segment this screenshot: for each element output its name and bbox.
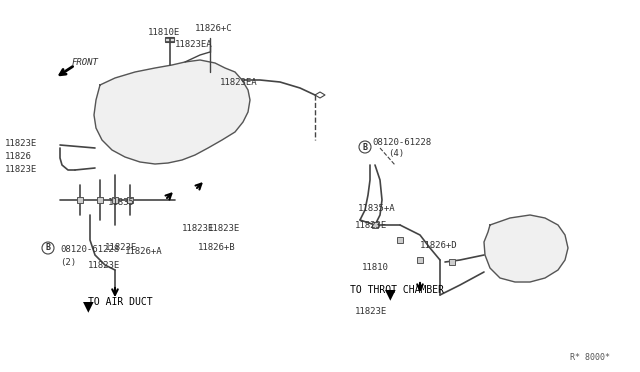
Text: FRONT: FRONT bbox=[72, 58, 99, 67]
Text: 11823E: 11823E bbox=[355, 221, 387, 230]
Text: 11823E: 11823E bbox=[182, 224, 214, 232]
Text: (2): (2) bbox=[60, 257, 76, 266]
Bar bbox=[77, 197, 83, 203]
Bar bbox=[417, 257, 423, 263]
Text: (4): (4) bbox=[388, 148, 404, 157]
Text: ▼: ▼ bbox=[385, 287, 396, 301]
FancyBboxPatch shape bbox=[166, 38, 175, 42]
Text: B: B bbox=[45, 244, 51, 253]
Text: 11810E: 11810E bbox=[148, 28, 180, 36]
Bar bbox=[112, 197, 118, 203]
Text: 11835: 11835 bbox=[108, 198, 135, 206]
Bar bbox=[397, 237, 403, 243]
Bar bbox=[127, 197, 133, 203]
Polygon shape bbox=[94, 60, 250, 164]
Text: 11835+A: 11835+A bbox=[358, 203, 396, 212]
Bar bbox=[449, 259, 455, 265]
Polygon shape bbox=[484, 215, 568, 282]
Text: TO AIR DUCT: TO AIR DUCT bbox=[88, 297, 152, 307]
Text: 11823E: 11823E bbox=[5, 138, 37, 148]
Text: 11823E: 11823E bbox=[88, 260, 120, 269]
Text: 11823E: 11823E bbox=[5, 164, 37, 173]
Text: 11823EA: 11823EA bbox=[175, 39, 212, 48]
Text: 11826+C: 11826+C bbox=[195, 23, 232, 32]
Text: 11826: 11826 bbox=[5, 151, 32, 160]
Text: 11823EA: 11823EA bbox=[220, 77, 258, 87]
Text: ▼: ▼ bbox=[83, 299, 93, 313]
Bar bbox=[372, 222, 378, 228]
Text: 08120-61228: 08120-61228 bbox=[372, 138, 431, 147]
Text: 11823E: 11823E bbox=[105, 244, 137, 253]
Text: 11826+B: 11826+B bbox=[198, 244, 236, 253]
Text: R* 8000*: R* 8000* bbox=[570, 353, 610, 362]
Text: 11823E: 11823E bbox=[355, 308, 387, 317]
Text: 11810: 11810 bbox=[362, 263, 389, 273]
Text: 08120-61228: 08120-61228 bbox=[60, 246, 119, 254]
Text: 11823E: 11823E bbox=[208, 224, 240, 232]
Text: 11826+D: 11826+D bbox=[420, 241, 458, 250]
Text: TO THROT CHAMBER: TO THROT CHAMBER bbox=[350, 285, 444, 295]
Text: 11826+A: 11826+A bbox=[125, 247, 163, 257]
Bar bbox=[97, 197, 103, 203]
Text: B: B bbox=[362, 142, 367, 151]
